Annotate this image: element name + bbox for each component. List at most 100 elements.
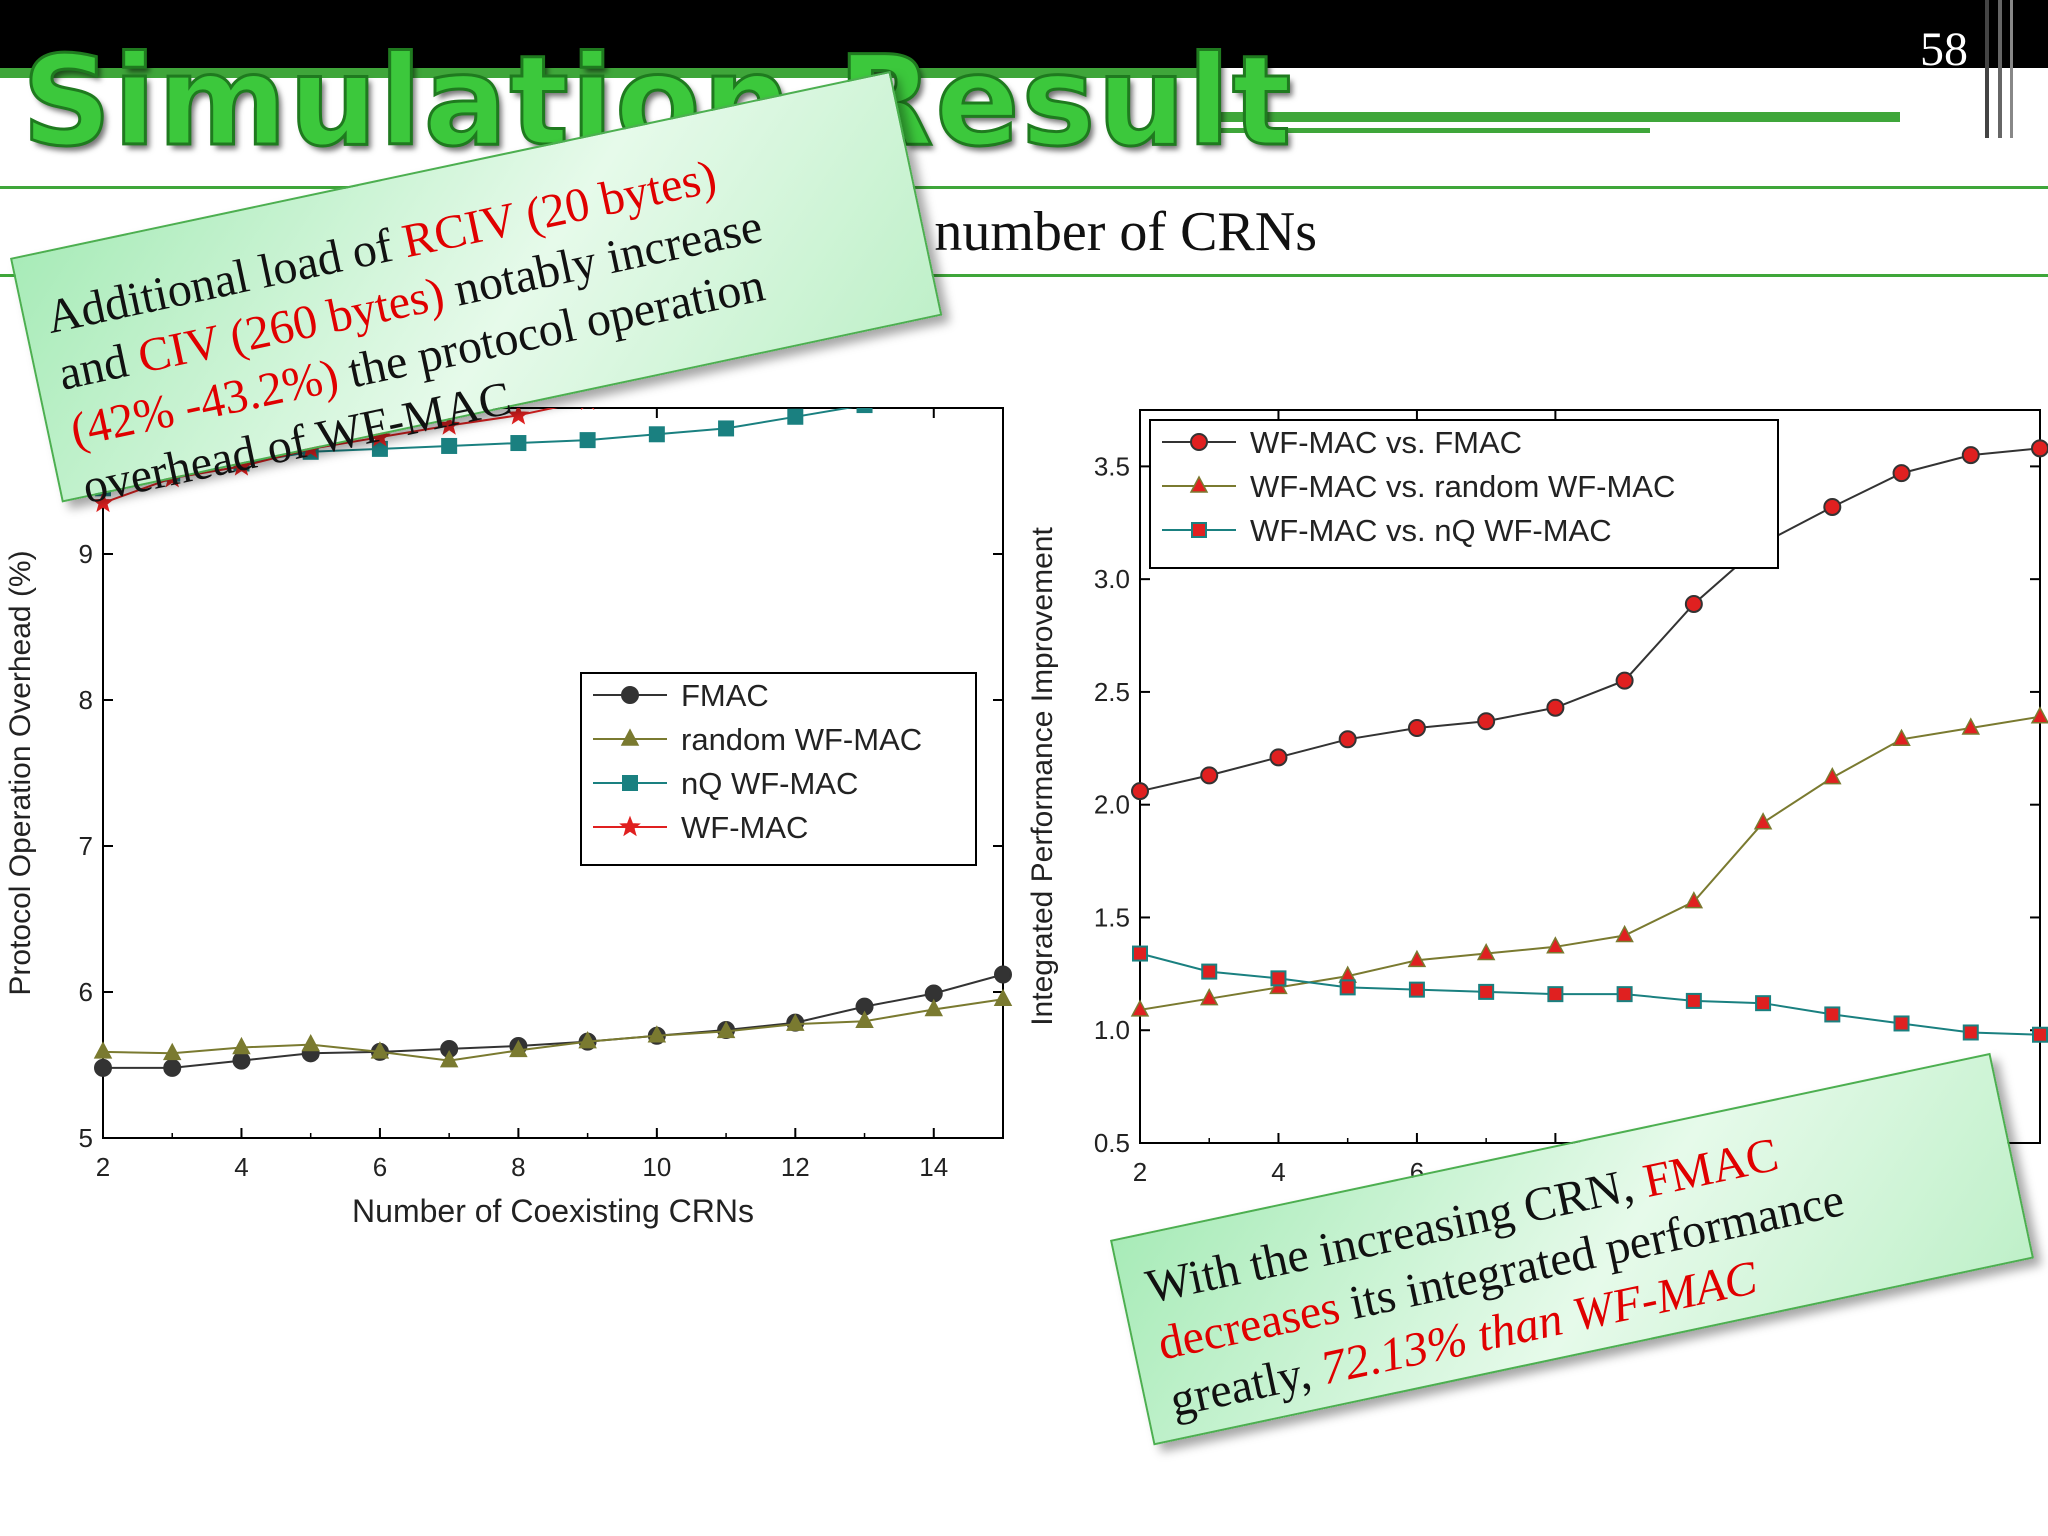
y-tick-label: 2.0 <box>1094 790 1130 820</box>
data-point <box>1753 812 1773 830</box>
x-tick-label: 2 <box>96 1152 110 1182</box>
legend-label: random WF-MAC <box>681 722 922 757</box>
data-point <box>1201 963 1218 980</box>
data-point <box>1339 979 1356 996</box>
data-point <box>787 408 804 425</box>
header-stripe <box>1210 112 1900 122</box>
data-point <box>1615 924 1634 943</box>
data-point <box>1546 698 1565 717</box>
data-point <box>1269 748 1288 767</box>
data-point <box>1962 1024 1979 1041</box>
y-tick-label: 3.5 <box>1094 451 1130 481</box>
data-point <box>510 435 527 452</box>
data-point <box>370 1041 390 1059</box>
x-tick-label: 8 <box>511 1152 525 1182</box>
data-point <box>93 1041 113 1059</box>
legend-label: WF-MAC vs. random WF-MAC <box>1250 469 1675 504</box>
series-line <box>102 408 558 504</box>
data-point <box>1684 594 1703 613</box>
data-point <box>856 408 873 414</box>
data-point <box>1892 464 1911 483</box>
data-point <box>1407 719 1426 738</box>
series-group <box>92 400 1013 1077</box>
legend-label: WF-MAC vs. nQ WF-MAC <box>1250 513 1612 548</box>
data-point <box>1191 522 1207 538</box>
data-point <box>438 414 461 435</box>
data-point <box>232 1036 251 1055</box>
data-point <box>2032 1026 2048 1043</box>
y-tick-label: 1.0 <box>1094 1015 1130 1045</box>
data-point <box>1476 942 1496 961</box>
data-point <box>718 420 735 437</box>
data-point <box>1477 712 1496 731</box>
x-tick-label: 2 <box>1133 1157 1147 1187</box>
data-point <box>232 1051 251 1070</box>
series-line <box>1139 715 2041 1011</box>
data-point <box>578 1031 597 1049</box>
x-tick-label: 6 <box>373 1152 387 1182</box>
data-point <box>994 965 1012 984</box>
series-line <box>1139 952 2041 1036</box>
data-point <box>647 1025 667 1043</box>
data-point <box>1616 986 1633 1003</box>
data-point <box>716 1020 736 1039</box>
data-point <box>622 775 638 791</box>
data-point <box>1407 949 1427 968</box>
header-stripe <box>1998 0 2002 138</box>
data-point <box>648 426 665 443</box>
data-point <box>1199 988 1219 1006</box>
data-point <box>1131 782 1149 801</box>
x-tick-label: 10 <box>642 1152 671 1182</box>
header-stripe <box>1985 0 1989 138</box>
y-tick-label: 9 <box>79 539 93 569</box>
x-tick-label: 14 <box>919 1152 948 1182</box>
data-point <box>1408 981 1425 998</box>
y-axis-label: Integrated Performance Improvement <box>1026 527 1059 1026</box>
data-point <box>1892 728 1911 747</box>
data-point <box>2031 439 2048 458</box>
data-point <box>1961 446 1980 465</box>
data-point <box>1189 475 1209 493</box>
header-stripe <box>1210 128 1650 133</box>
x-tick-label: 4 <box>1271 1157 1285 1187</box>
data-point <box>1132 945 1148 962</box>
header-stripe <box>2010 0 2013 138</box>
data-point <box>647 400 666 404</box>
subtitle-rule <box>0 274 2048 277</box>
data-point <box>439 1050 459 1068</box>
y-tick-label: 6 <box>79 977 93 1007</box>
data-point <box>1546 936 1565 954</box>
header-accent-bar <box>0 68 1200 78</box>
data-point <box>579 432 596 449</box>
data-point <box>786 1013 805 1031</box>
data-point <box>92 491 114 513</box>
data-point <box>1685 992 1702 1009</box>
data-point <box>1893 1015 1910 1032</box>
data-point <box>1130 999 1150 1017</box>
y-tick-label: 7 <box>79 831 93 861</box>
data-point <box>507 408 530 425</box>
data-point <box>620 728 640 746</box>
data-point <box>1478 983 1495 1000</box>
y-tick-label: 1.5 <box>1094 902 1130 932</box>
y-tick-label: 2.5 <box>1094 677 1130 707</box>
data-point <box>1615 671 1634 690</box>
data-point <box>1823 767 1842 785</box>
data-point <box>163 1058 182 1077</box>
data-point <box>1547 986 1564 1003</box>
data-point <box>1823 497 1842 516</box>
y-tick-label: 0.5 <box>1094 1128 1130 1158</box>
legend-box <box>1149 419 1779 569</box>
y-tick-label: 3.0 <box>1094 564 1130 594</box>
data-point <box>619 815 641 837</box>
series-line <box>103 973 1004 1069</box>
series-group <box>1130 439 2048 1043</box>
legend-label: WF-MAC vs. FMAC <box>1250 425 1522 460</box>
data-point <box>509 1039 528 1058</box>
data-point <box>1270 970 1287 987</box>
data-point <box>1684 891 1704 909</box>
data-point <box>927 400 941 403</box>
data-point <box>1190 433 1208 451</box>
legend-label: WF-MAC <box>681 810 808 845</box>
